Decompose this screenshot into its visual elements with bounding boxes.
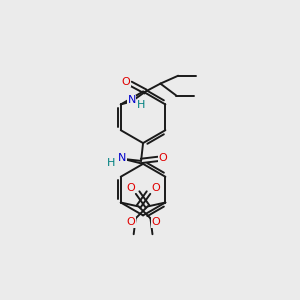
Text: H: H [107, 158, 116, 168]
Text: O: O [151, 217, 160, 227]
Text: O: O [151, 183, 160, 193]
Text: O: O [121, 76, 130, 87]
Text: H: H [136, 100, 145, 110]
Text: N: N [118, 153, 126, 163]
Text: O: O [126, 217, 135, 227]
Text: O: O [126, 183, 135, 193]
Text: O: O [158, 153, 167, 163]
Text: N: N [128, 95, 136, 106]
